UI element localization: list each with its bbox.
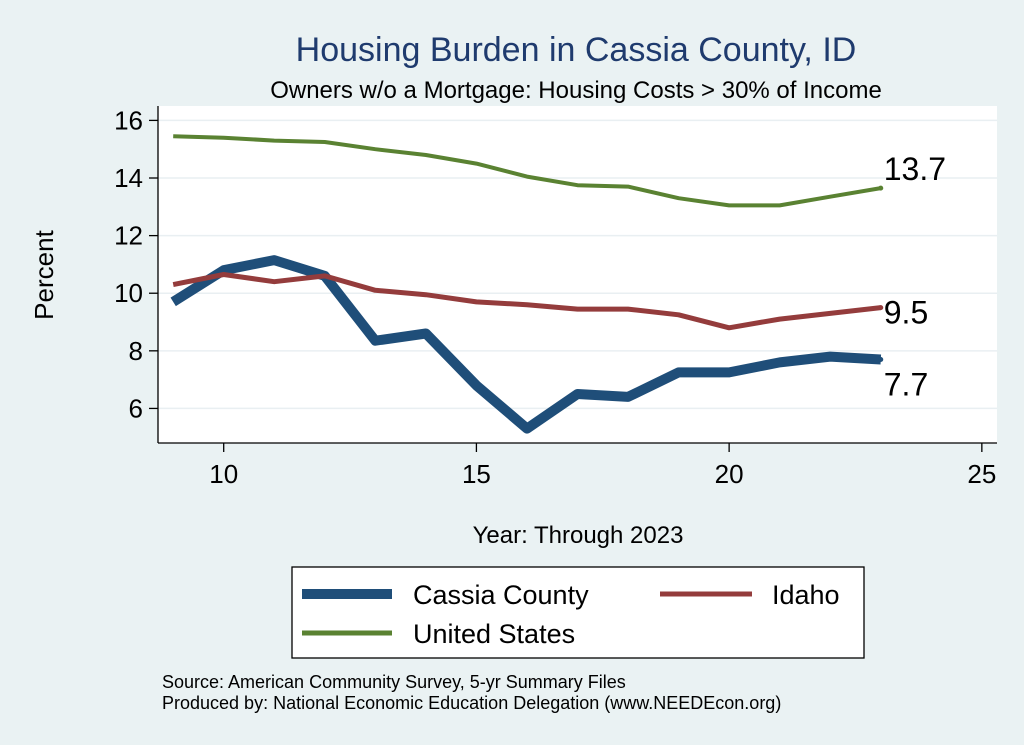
y-tick-label: 10	[114, 278, 143, 308]
y-axis-ticks: 6 8 10 12 14 16	[114, 105, 158, 423]
series-line-cassia-county	[170, 255, 882, 434]
y-axis-title: Percent	[29, 229, 59, 319]
legend-label-cassia-county: Cassia County	[413, 580, 589, 610]
x-tick-label: 15	[462, 459, 491, 489]
producer-note: Produced by: National Economic Education…	[162, 693, 781, 713]
chart-subtitle: Owners w/o a Mortgage: Housing Costs > 3…	[270, 77, 882, 104]
series-endpoint-united-states	[878, 185, 884, 191]
x-axis-title: Year: Through 2023	[473, 522, 684, 549]
end-labels: 7.7 9.5 13.7	[884, 151, 946, 402]
end-label-idaho: 9.5	[884, 295, 928, 331]
end-label-cassia-county: 7.7	[884, 366, 928, 402]
series-line-idaho	[172, 272, 882, 331]
plot-area	[158, 106, 997, 443]
end-label-united-states: 13.7	[884, 151, 946, 187]
y-tick-label: 14	[114, 163, 143, 193]
legend-label-united-states: United States	[413, 619, 575, 649]
series-group	[170, 134, 884, 434]
legend-label-idaho: Idaho	[772, 580, 840, 610]
source-note: Source: American Community Survey, 5-yr …	[162, 672, 626, 692]
y-tick-label: 6	[129, 393, 143, 423]
series-endpoint-cassia-county	[878, 356, 884, 362]
legend	[291, 566, 865, 659]
chart-title: Housing Burden in Cassia County, ID	[296, 31, 857, 69]
series-endpoint-idaho	[878, 305, 884, 311]
x-axis-ticks: 10 15 20 25	[209, 443, 996, 489]
x-tick-label: 25	[967, 459, 996, 489]
y-tick-label: 12	[114, 221, 143, 251]
x-tick-label: 20	[715, 459, 744, 489]
series-line-united-states	[173, 134, 882, 208]
grid	[158, 119, 997, 410]
y-tick-label: 8	[129, 336, 143, 366]
y-tick-label: 16	[114, 105, 143, 135]
x-tick-label: 10	[209, 459, 238, 489]
